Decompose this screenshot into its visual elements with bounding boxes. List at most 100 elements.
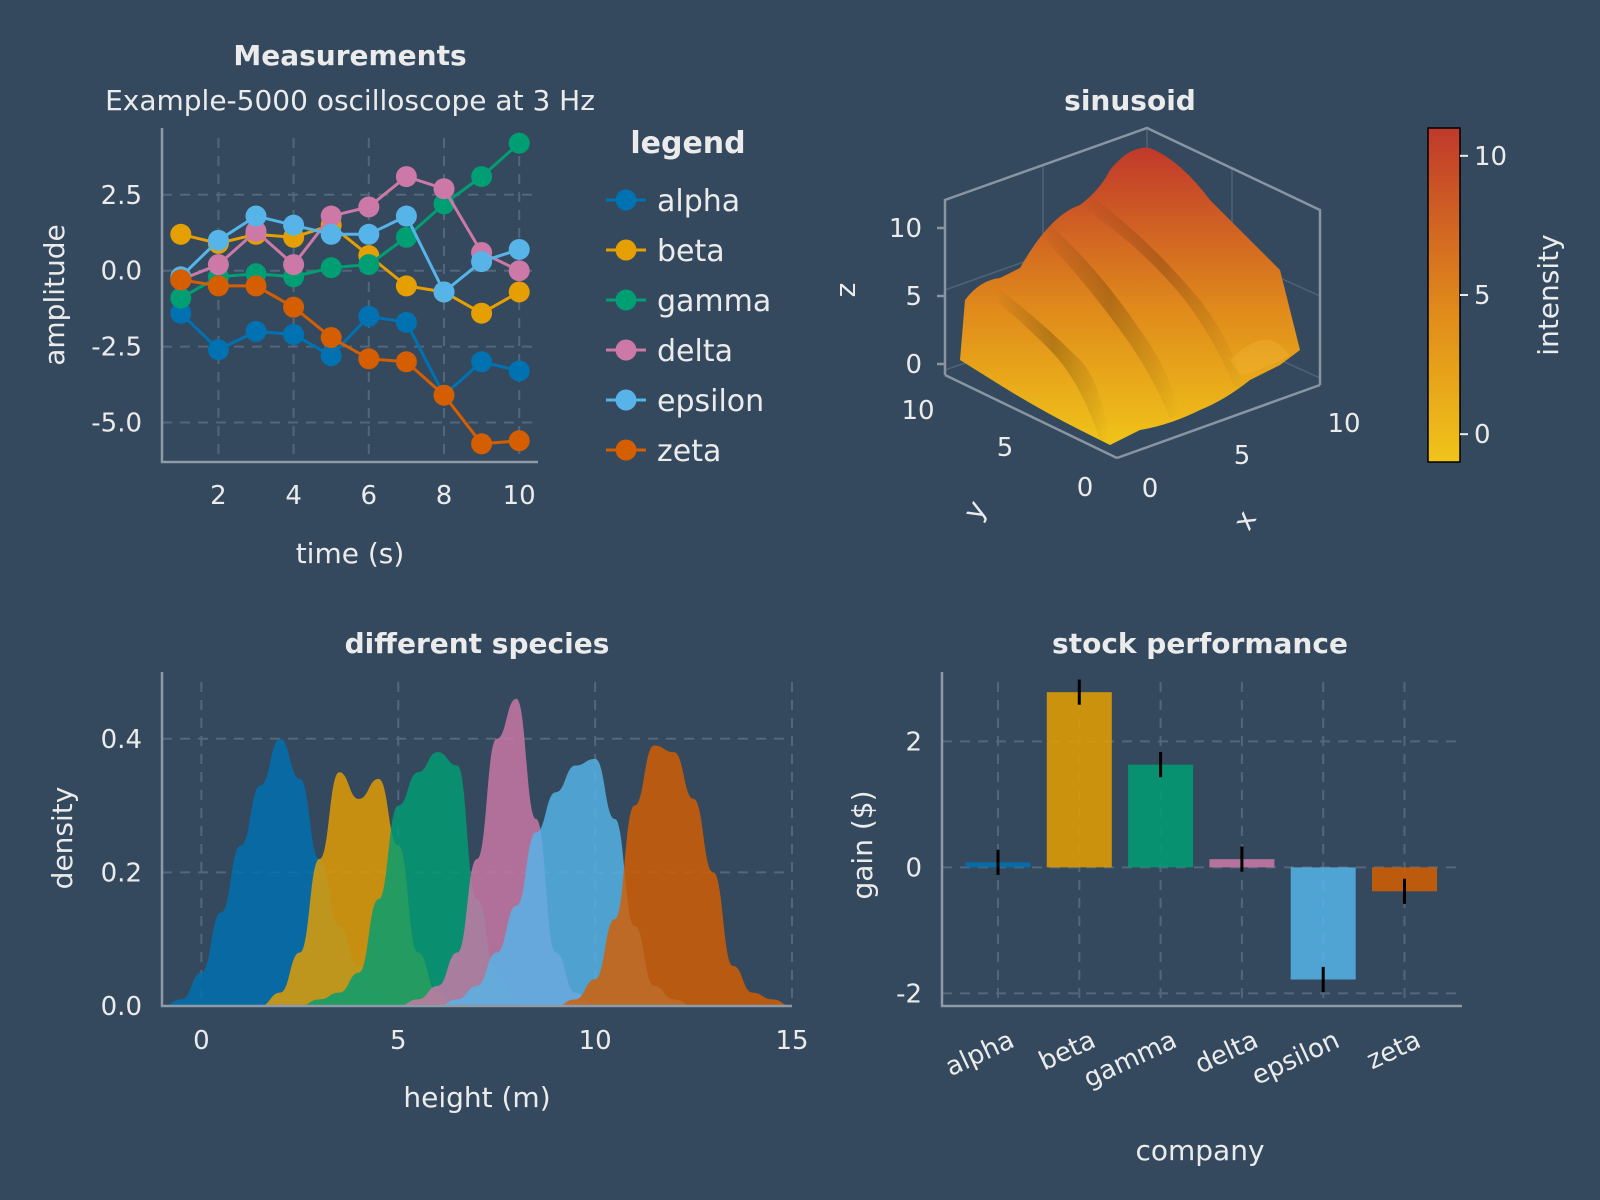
data-point xyxy=(508,238,530,260)
data-point xyxy=(245,205,267,227)
x-tick-label: 0 xyxy=(193,1026,210,1056)
data-point xyxy=(207,254,229,276)
colorbar-gradient xyxy=(1427,127,1461,463)
data-point xyxy=(433,178,455,200)
data-point xyxy=(358,305,380,327)
x-tick-label: alpha xyxy=(941,1025,1019,1083)
legend-item-zeta: zeta xyxy=(606,434,721,469)
data-point xyxy=(471,166,493,188)
colorbar-label: intensity xyxy=(1532,234,1565,355)
z-tick-label: 5 xyxy=(905,282,922,312)
x-tick-label: 5 xyxy=(390,1026,407,1056)
y-tick-label: 5 xyxy=(997,433,1014,463)
data-point xyxy=(170,287,192,309)
y-axis-label: y xyxy=(956,495,993,526)
data-point xyxy=(508,281,530,303)
species-panel: different species 0 5 10 15 0.0 0.2 0.4 height… xyxy=(46,627,809,1114)
bar-epsilon xyxy=(1290,867,1356,980)
colorbar-tick-label: 10 xyxy=(1474,142,1507,172)
data-point xyxy=(320,345,342,367)
data-point xyxy=(433,281,455,303)
data-point xyxy=(395,311,417,333)
data-point xyxy=(471,351,493,373)
measurements-title: Measurements xyxy=(233,39,466,72)
data-point xyxy=(471,433,493,455)
density-area-zeta xyxy=(162,745,792,1006)
data-point xyxy=(395,205,417,227)
y-tick-label: 0.2 xyxy=(101,858,142,888)
legend-label: beta xyxy=(657,234,725,269)
legend-item-alpha: alpha xyxy=(606,184,740,219)
data-point xyxy=(170,269,192,291)
density-area-delta xyxy=(162,698,792,1006)
data-point xyxy=(395,275,417,297)
legend-marker xyxy=(615,439,637,461)
data-point xyxy=(508,132,530,154)
legend-item-beta: beta xyxy=(606,234,725,269)
x-tick-label: 15 xyxy=(775,1026,808,1056)
legend-item-delta: delta xyxy=(606,334,733,369)
legend-marker xyxy=(615,239,637,261)
measurements-panel: Measurements Example-5000 oscilloscope a… xyxy=(38,39,771,570)
data-point xyxy=(207,339,229,361)
axis-spines xyxy=(940,672,1462,1008)
bar-beta xyxy=(1046,692,1112,868)
y-tick-label: 10 xyxy=(901,396,934,426)
data-point xyxy=(395,226,417,248)
stock-xlabel: company xyxy=(1135,1134,1264,1167)
y-tick-label: 2.5 xyxy=(101,181,142,211)
data-point xyxy=(358,223,380,245)
legend-title: legend xyxy=(630,126,745,161)
measurements-subtitle: Example-5000 oscilloscope at 3 Hz xyxy=(105,84,595,117)
data-point xyxy=(283,214,305,236)
series-line xyxy=(180,223,520,315)
bar-gamma xyxy=(1128,764,1194,868)
data-point xyxy=(245,220,267,242)
y-tick-label: 2 xyxy=(905,727,922,757)
x-tick-label: 2 xyxy=(210,481,227,511)
legend-label: delta xyxy=(657,334,733,369)
x-tick-label: 5 xyxy=(1234,441,1251,471)
data-point xyxy=(245,320,267,342)
x-tick-label: 0 xyxy=(1142,474,1159,504)
density-area-beta xyxy=(162,772,792,1006)
data-point xyxy=(283,254,305,276)
axis-spines xyxy=(160,672,792,1008)
z-tick-label: 0 xyxy=(905,350,922,380)
colorbar-tick-label: 5 xyxy=(1474,281,1491,311)
y-tick-label: 0.4 xyxy=(101,725,142,755)
series-zeta xyxy=(170,269,530,455)
data-point xyxy=(508,260,530,282)
y-tick-label: 0 xyxy=(1077,473,1094,503)
measurements-legend: legend alpha beta gamma delta epsilon zeta xyxy=(606,126,771,469)
data-point xyxy=(395,351,417,373)
x-tick-label: 6 xyxy=(361,481,378,511)
data-point xyxy=(471,302,493,324)
legend-item-epsilon: epsilon xyxy=(606,384,764,419)
series-line xyxy=(179,214,520,295)
stock-ylabel: gain ($) xyxy=(846,790,879,899)
data-point xyxy=(283,323,305,345)
series-line xyxy=(180,278,520,446)
data-point xyxy=(358,348,380,370)
legend-marker xyxy=(615,189,637,211)
data-point xyxy=(508,430,530,452)
species-xlabel: height (m) xyxy=(403,1081,550,1114)
x-axis-label: x xyxy=(1226,505,1263,536)
legend-label: alpha xyxy=(657,184,740,219)
data-point xyxy=(207,275,229,297)
data-point xyxy=(170,302,192,324)
colorbar: 0 5 10 intensity xyxy=(1427,127,1565,463)
data-point xyxy=(320,223,342,245)
series-line xyxy=(180,142,521,300)
data-point xyxy=(433,384,455,406)
series-line xyxy=(179,312,520,398)
colorbar-tick-label: 0 xyxy=(1474,420,1491,450)
data-point xyxy=(245,275,267,297)
legend-marker xyxy=(615,339,637,361)
series-line xyxy=(180,174,520,282)
y-tick-label: -2 xyxy=(896,979,922,1009)
x-tick-label: zeta xyxy=(1362,1025,1425,1076)
